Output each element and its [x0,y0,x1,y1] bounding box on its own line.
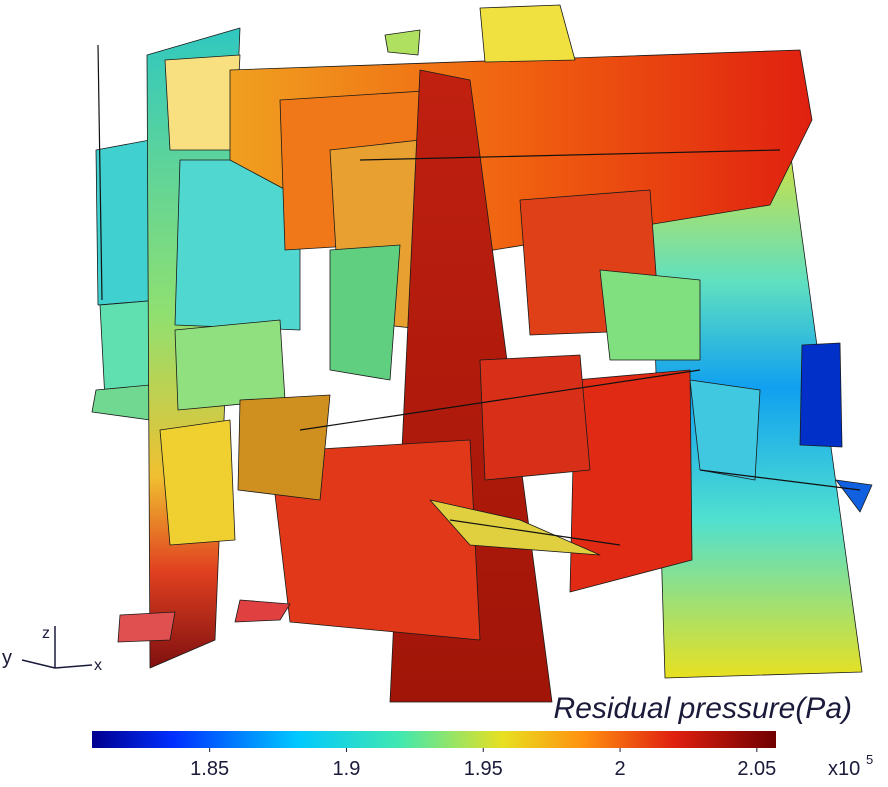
x-label: x [94,657,102,674]
tick-label: 1.85 [190,758,229,780]
colorbar-ticks: 1.85 1.9 1.95 2 2.05 [190,748,776,780]
z-label: z [42,625,50,642]
axis-triad: z x y [2,625,102,674]
fracture-network [92,5,872,702]
colorbar [92,731,776,748]
tick-label: 2 [614,758,625,780]
tick-label: 2.05 [737,758,776,780]
colorbar-label: Residual pressure(Pa) [554,692,852,725]
y-label: y [2,647,12,669]
figure: z x y Residual pressure(Pa) 1.85 1.9 1.95 2… [0,0,888,787]
tick-label: 1.9 [333,758,361,780]
x-arrow [55,665,92,668]
multiplier: x10 [828,758,860,780]
exponent: 5 [866,752,873,767]
tick-label: 1.95 [464,758,503,780]
y-arrow [22,660,55,668]
